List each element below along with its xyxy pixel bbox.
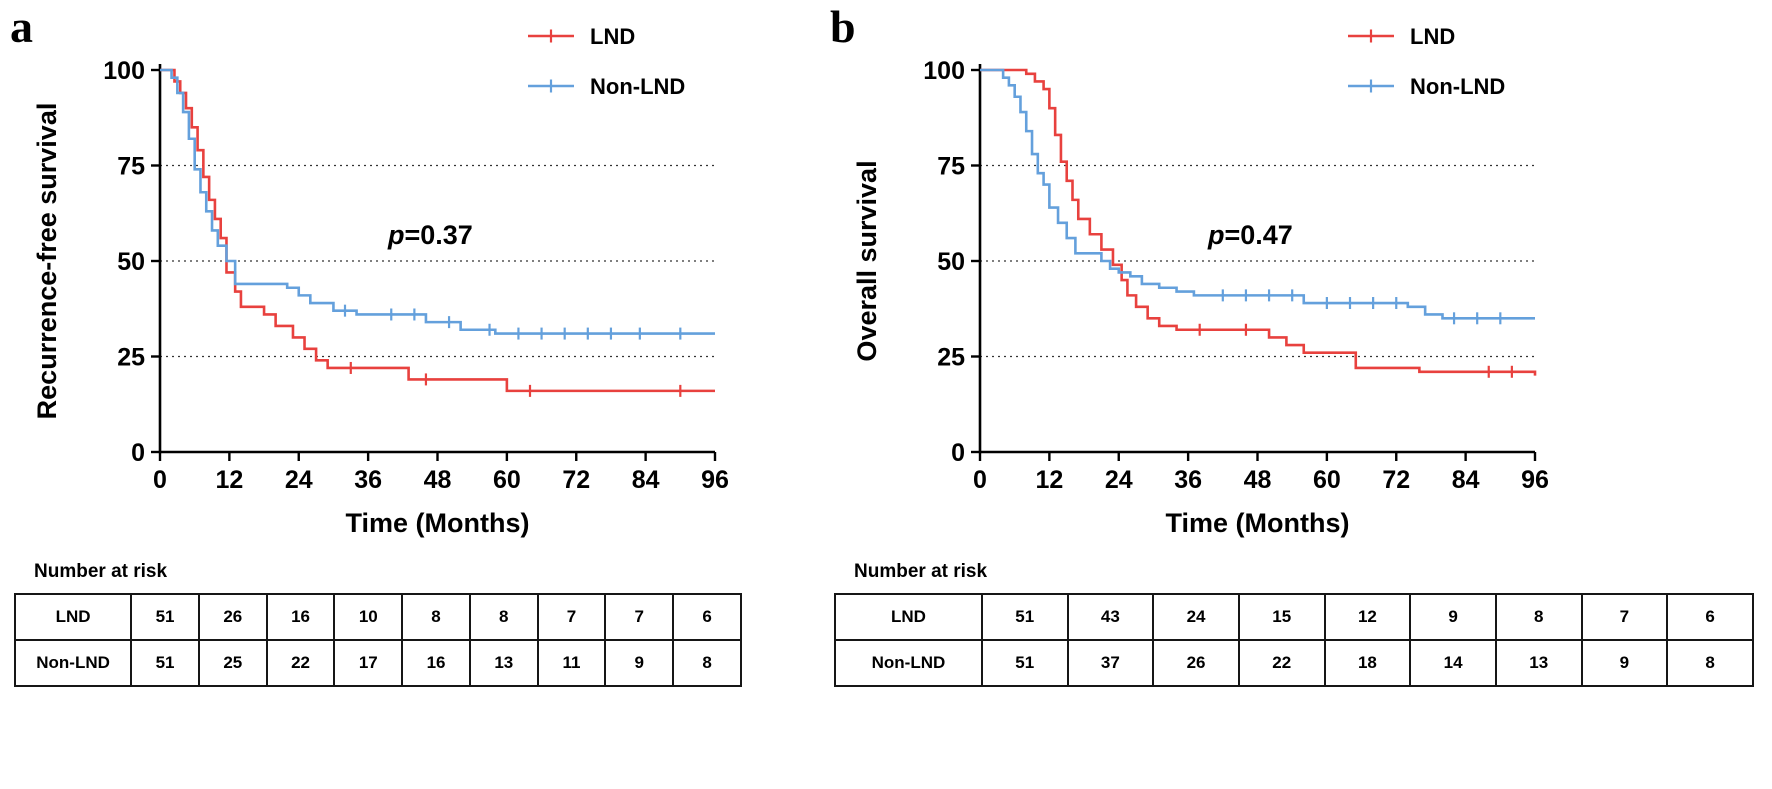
risk-count: 25: [197, 639, 268, 687]
x-tick-label: 72: [562, 466, 590, 494]
legend-label-LND: LND: [1410, 24, 1455, 49]
panel-b-overall-survival: b 0 12 24 36 48 60 72 84 96 0 25 50 75 100 Overall sur…: [820, 0, 1772, 687]
legend-label-LND: LND: [590, 24, 635, 49]
km-curve-LND: [980, 68, 1537, 376]
risk-count: 51: [980, 593, 1069, 641]
panel-a-recurrence-free-survival: a 0 12 24 36 48 60 72 84 96 0 25 50 75 100 Recurrence-…: [0, 0, 820, 687]
y-tick-label: 0: [131, 439, 145, 467]
risk-count: 13: [1494, 639, 1583, 687]
km-curve-Non-LND: [980, 68, 1535, 320]
risk-count: 22: [265, 639, 336, 687]
km-curve-LND: [160, 68, 715, 393]
risk-count: 37: [1066, 639, 1155, 687]
risk-count: 11: [536, 639, 607, 687]
p-value-annotation: p=0.47: [1207, 220, 1293, 250]
legend-label-Non-LND: Non-LND: [1410, 74, 1505, 99]
x-tick-label: 48: [1244, 466, 1272, 494]
p-value-annotation: p=0.37: [387, 220, 473, 250]
risk-row-label: LND: [13, 593, 133, 641]
risk-count: 8: [672, 639, 742, 687]
risk-count: 7: [1580, 593, 1669, 641]
panel-letter-b: b: [830, 1, 856, 52]
risk-count: 9: [1409, 593, 1497, 641]
y-tick-label: 0: [951, 439, 965, 467]
number-at-risk-title: Number at risk: [854, 561, 988, 582]
risk-count: 26: [197, 593, 268, 641]
risk-count: 51: [130, 639, 200, 687]
risk-count: 8: [1494, 593, 1583, 641]
risk-count: 8: [468, 593, 539, 641]
risk-count: 16: [401, 639, 471, 687]
risk-count: 8: [401, 593, 471, 641]
y-tick-label: 25: [117, 344, 145, 372]
number-at-risk-title: Number at risk: [34, 561, 168, 582]
legend-label-Non-LND: Non-LND: [590, 74, 685, 99]
risk-count: 6: [1666, 593, 1754, 641]
risk-count: 16: [265, 593, 336, 641]
x-tick-label: 96: [701, 466, 729, 494]
risk-count: 12: [1323, 593, 1412, 641]
x-tick-label: 0: [153, 466, 167, 494]
risk-count: 18: [1323, 639, 1412, 687]
x-tick-label: 60: [493, 466, 521, 494]
km-chart-overall-survival: 0 12 24 36 48 60 72 84 96 0 25 50 75 100 Overall survi…: [852, 24, 1549, 538]
y-tick-label: 50: [117, 248, 145, 276]
x-axis-label: Time (Months): [1166, 508, 1350, 538]
y-tick-label: 100: [103, 57, 145, 85]
y-tick-label: 75: [117, 153, 145, 181]
x-tick-label: 96: [1521, 466, 1549, 494]
x-tick-label: 0: [973, 466, 987, 494]
risk-count: 13: [468, 639, 539, 687]
x-axis-label: Time (Months): [346, 508, 530, 538]
risk-count: 22: [1237, 639, 1326, 687]
risk-count: 17: [333, 639, 404, 687]
x-tick-label: 12: [1035, 466, 1063, 494]
x-tick-label: 84: [1452, 466, 1480, 494]
x-tick-label: 84: [632, 466, 660, 494]
km-chart-recurrence-free-survival: 0 12 24 36 48 60 72 84 96 0 25 50 75 100 Recurrence-fr…: [32, 24, 729, 538]
risk-count: 43: [1066, 593, 1155, 641]
x-tick-label: 12: [215, 466, 243, 494]
risk-count: 14: [1409, 639, 1497, 687]
risk-table-b: LND 51 43 24 15 12 9 8 7 6 Non-LND 51 37 26 22 18 14 13 9 8: [834, 593, 1754, 687]
x-tick-label: 36: [354, 466, 382, 494]
risk-count: 51: [130, 593, 200, 641]
km-survival-figure: a 0 12 24 36 48 60 72 84 96 0 25 50 75 100 Recurrence-…: [0, 0, 1772, 687]
panel-letter-a: a: [10, 1, 33, 52]
y-tick-label: 25: [937, 344, 965, 372]
risk-count: 51: [980, 639, 1069, 687]
risk-count: 26: [1152, 639, 1240, 687]
x-tick-label: 48: [424, 466, 452, 494]
risk-row-label: LND: [834, 593, 983, 641]
y-axis-label: Overall survival: [852, 160, 882, 361]
x-tick-label: 24: [285, 466, 313, 494]
risk-row-label: Non-LND: [834, 639, 983, 687]
x-tick-label: 36: [1174, 466, 1202, 494]
risk-count: 10: [333, 593, 404, 641]
x-tick-label: 24: [1105, 466, 1133, 494]
risk-count: 15: [1237, 593, 1326, 641]
y-tick-label: 100: [923, 57, 965, 85]
risk-count: 24: [1152, 593, 1240, 641]
risk-count: 7: [604, 593, 675, 641]
y-axis-label: Recurrence-free survival: [32, 103, 62, 420]
risk-count: 9: [1580, 639, 1669, 687]
y-tick-label: 50: [937, 248, 965, 276]
risk-count: 9: [604, 639, 675, 687]
km-curve-Non-LND: [160, 68, 715, 335]
risk-count: 8: [1666, 639, 1754, 687]
risk-row-LND: LND 51 26 16 10 8 8 7 7 6: [13, 593, 742, 641]
risk-count: 6: [672, 593, 742, 641]
x-tick-label: 60: [1313, 466, 1341, 494]
risk-row-LND: LND 51 43 24 15 12 9 8 7 6: [834, 593, 1754, 641]
risk-row-Non-LND: Non-LND 51 37 26 22 18 14 13 9 8: [834, 639, 1754, 687]
risk-table-a: LND 51 26 16 10 8 8 7 7 6 Non-LND 51 25 22 17 16 13 11 9 8: [13, 593, 742, 687]
risk-row-Non-LND: Non-LND 51 25 22 17 16 13 11 9 8: [13, 639, 742, 687]
risk-row-label: Non-LND: [13, 639, 133, 687]
x-tick-label: 72: [1382, 466, 1410, 494]
risk-count: 7: [536, 593, 607, 641]
y-tick-label: 75: [937, 153, 965, 181]
